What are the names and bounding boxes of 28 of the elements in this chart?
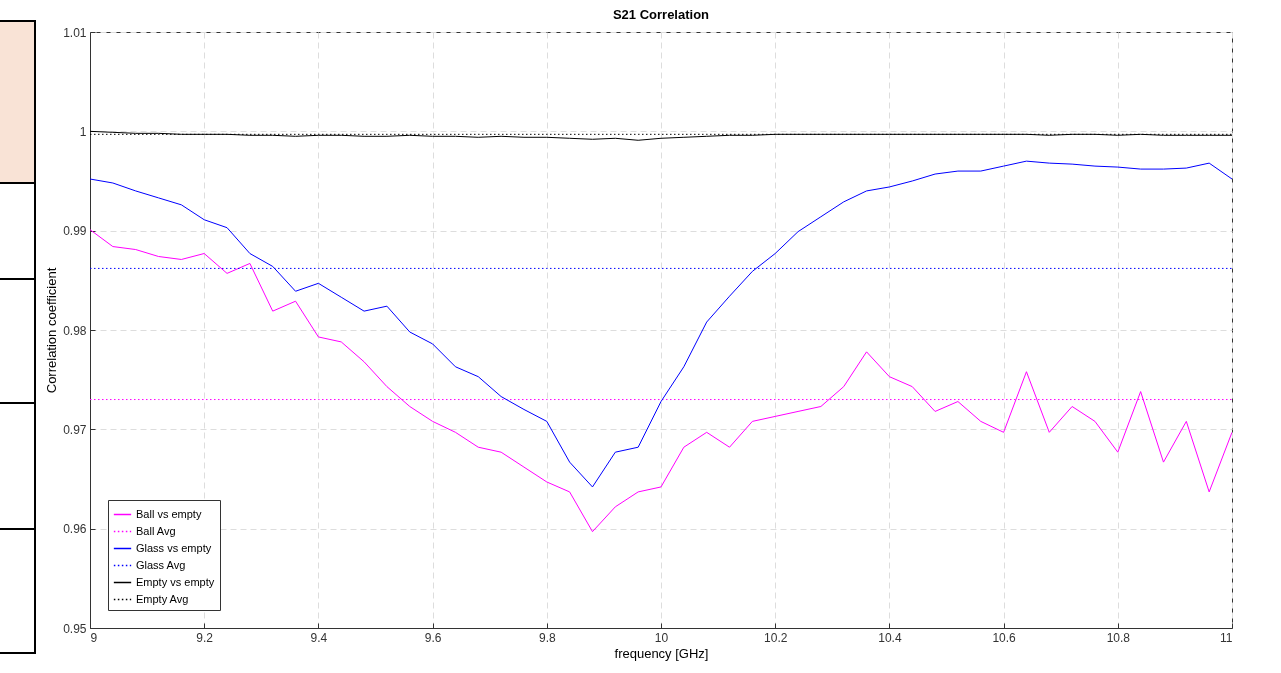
legend-label: Glass vs empty [136,541,212,554]
x-tick-label: 9.2 [196,630,214,645]
x-tick-label: 9 [90,630,98,645]
legend-label: Empty Avg [136,592,189,605]
x-tick-label: 10.8 [1106,630,1131,645]
x-tick-label: 9.8 [538,630,556,645]
x-tick-label: 10.2 [764,630,788,645]
y-tick-label: 1 [79,124,87,139]
y-tick-label: 0.97 [63,422,87,437]
legend-label: Ball vs empty [136,507,202,520]
y-tick-label: 0.99 [63,224,87,239]
x-tick-label: 10.4 [878,630,902,645]
x-tick-label: 10 [654,630,669,645]
y-axis-title: Correlation coefficient [44,267,60,394]
line-series [90,160,1232,488]
legend-label: Glass Avg [136,558,186,571]
legend-label: Empty vs empty [136,575,215,588]
y-tick-label: 1.01 [63,25,87,40]
chart-title: S21 Correlation [612,7,710,22]
x-tick-label: 10.6 [992,630,1017,645]
y-tick-label: 0.98 [63,323,87,338]
x-tick-label: 11 [1220,630,1233,645]
x-tick-label: 9.4 [310,630,328,645]
legend-label: Ball Avg [136,524,176,537]
x-tick-label: 9.6 [424,630,442,645]
y-tick-label: 0.96 [63,522,87,537]
y-tick-label: 0.95 [63,621,87,636]
x-axis-title: frequency [GHz] [614,645,709,661]
